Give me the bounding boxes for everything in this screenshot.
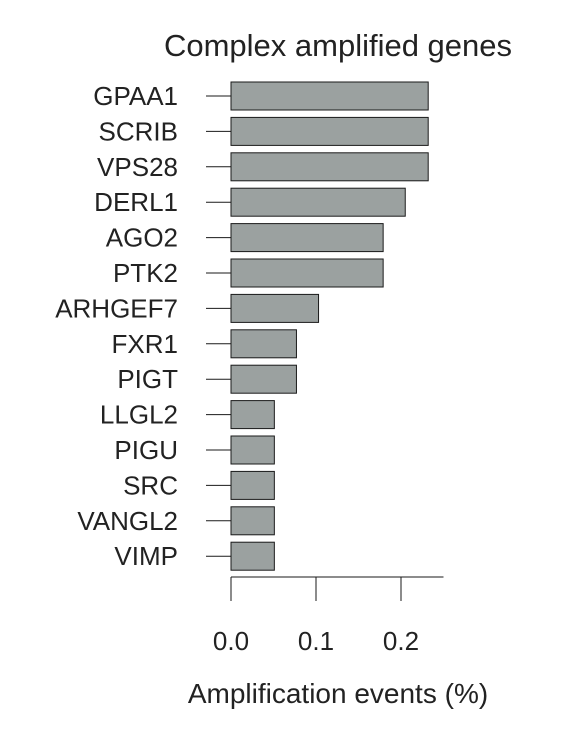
- bar-ago2: [230, 223, 384, 253]
- bar-fxr1: [230, 329, 297, 359]
- category-label-ptk2: PTK2: [113, 258, 178, 288]
- x-tick-label: 0.1: [298, 626, 334, 656]
- bar-pigu: [230, 435, 275, 465]
- category-label-fxr1: FXR1: [112, 329, 178, 359]
- bar-derl1: [230, 187, 406, 217]
- bar-scrib: [230, 116, 429, 146]
- category-label-vangl2: VANGL2: [77, 506, 178, 536]
- chart-title: Complex amplified genes: [164, 28, 512, 63]
- bar-vimp: [230, 541, 275, 571]
- category-label-vimp: VIMP: [114, 541, 178, 571]
- x-tick-label: 0.2: [383, 626, 419, 656]
- category-labels-group: GPAA1 SCRIB VPS28 DERL1 AGO2 PTK2 ARHGEF7 FXR1 P…: [55, 81, 231, 571]
- bar-vangl2: [230, 506, 275, 536]
- bars-group: [230, 81, 429, 571]
- bar-src: [230, 470, 275, 500]
- bar-vps28: [230, 152, 429, 182]
- category-label-scrib: SCRIB: [99, 116, 178, 146]
- category-label-derl1: DERL1: [94, 187, 178, 217]
- bar-ptk2: [230, 258, 384, 288]
- category-label-vps28: VPS28: [97, 152, 178, 182]
- bar-gpaa1: [230, 81, 429, 111]
- category-label-arhgef7: ARHGEF7: [55, 293, 178, 323]
- category-label-pigt: PIGT: [117, 364, 178, 394]
- x-axis-title: Amplification events (%): [188, 678, 488, 709]
- bar-llgl2: [230, 400, 275, 430]
- category-label-src: SRC: [123, 470, 178, 500]
- bar-pigt: [230, 364, 297, 394]
- category-label-llgl2: LLGL2: [100, 400, 178, 430]
- x-tick-label: 0.0: [213, 626, 249, 656]
- category-label-ago2: AGO2: [106, 223, 178, 253]
- category-label-pigu: PIGU: [114, 435, 178, 465]
- bar-arhgef7: [230, 293, 320, 323]
- category-label-gpaa1: GPAA1: [93, 81, 178, 111]
- x-axis: 0.0 0.1 0.2: [213, 576, 444, 656]
